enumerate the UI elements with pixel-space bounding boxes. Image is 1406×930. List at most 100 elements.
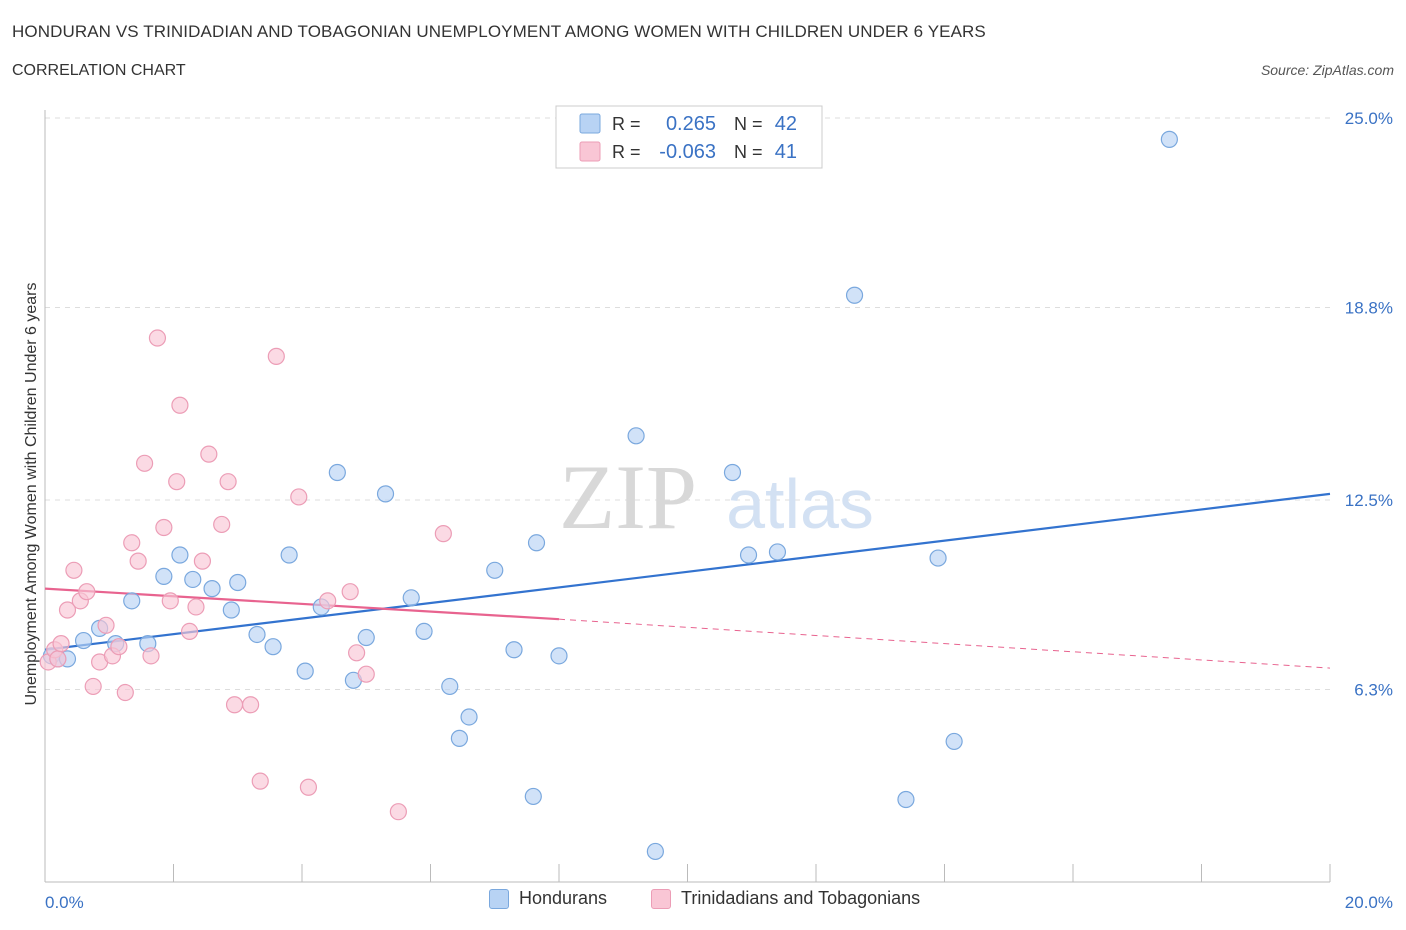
point-trinidadians-14 (123, 534, 141, 552)
point-hondurans-23 (402, 589, 420, 607)
point-trinidadians-30 (242, 696, 260, 714)
point-hondurans-21 (357, 628, 375, 647)
gridlines (45, 117, 1330, 690)
legend-label-trinidadians: Trinidadians and Tobagonians (681, 888, 921, 908)
y-axis-label: Unemployment Among Women with Children U… (23, 282, 40, 705)
legend-r-label-1: R = (612, 114, 641, 134)
point-hondurans-40 (929, 549, 947, 567)
point-trinidadians-31 (251, 772, 269, 790)
point-trinidadians-36 (341, 583, 359, 601)
legend-r-value-2: -0.063 (659, 141, 716, 163)
point-hondurans-11 (203, 580, 221, 598)
hondurans-swatch (489, 888, 509, 909)
point-trinidadians-15 (129, 552, 147, 570)
legend-n-label-2: N = (734, 142, 763, 162)
point-trinidadians-37 (348, 644, 366, 662)
legend-label-hondurans: Hondurans (519, 888, 608, 908)
point-hondurans-17 (296, 662, 314, 680)
chart-title: HONDURAN VS TRINIDADIAN AND TOBAGONIAN U… (12, 22, 986, 41)
point-hondurans-39 (897, 790, 915, 809)
data-points (39, 130, 1178, 861)
point-hondurans-27 (460, 708, 478, 726)
point-trinidadians-5 (65, 561, 83, 579)
point-trinidadians-34 (299, 778, 318, 796)
point-trinidadians-8 (84, 677, 102, 696)
point-trinidadians-16 (135, 454, 154, 472)
point-trinidadians-10 (97, 616, 115, 634)
point-hondurans-3 (74, 631, 93, 650)
point-trinidadians-29 (225, 696, 244, 714)
point-hondurans-24 (415, 622, 433, 641)
trend-line-hondurans (44, 492, 1331, 651)
legend-item-trinidadians[interactable]: Trinidadians and Tobagonians (651, 888, 920, 909)
point-trinidadians-32 (267, 347, 285, 365)
point-trinidadians-18 (148, 329, 167, 347)
point-hondurans-9 (171, 546, 189, 564)
point-hondurans-29 (505, 641, 523, 659)
point-hondurans-25 (441, 677, 459, 696)
point-trinidadians-12 (110, 638, 128, 656)
point-hondurans-14 (248, 625, 266, 644)
point-hondurans-10 (184, 570, 202, 589)
point-hondurans-8 (155, 567, 173, 586)
point-trinidadians-39 (389, 803, 407, 821)
y-tick-label-3: 25.0% (1345, 109, 1393, 128)
legend-n-value-1: 42 (775, 113, 797, 135)
trend-line-trinidadians (44, 587, 560, 621)
source-label: Source: ZipAtlas.com (1260, 62, 1394, 78)
legend-item-hondurans[interactable]: Hondurans (489, 888, 607, 909)
point-hondurans-36 (739, 546, 758, 564)
point-hondurans-26 (450, 729, 469, 747)
correlation-legend: R = 0.265 N = 42 R = -0.063 N = 41 (555, 105, 823, 169)
legend-n-value-2: 41 (775, 141, 797, 163)
point-trinidadians-24 (187, 598, 205, 616)
trinidadians-swatch (651, 888, 671, 909)
point-hondurans-19 (328, 463, 346, 482)
point-trinidadians-17 (142, 647, 160, 665)
point-trinidadians-38 (357, 665, 375, 683)
point-trinidadians-22 (171, 396, 189, 414)
point-trinidadians-21 (168, 473, 186, 491)
trend-line-trinidadians-extension (558, 618, 1331, 669)
point-trinidadians-35 (319, 592, 337, 610)
point-hondurans-38 (845, 286, 864, 304)
point-trinidadians-27 (213, 515, 231, 534)
point-hondurans-32 (550, 647, 568, 665)
y-tick-label-0: 6.3% (1354, 680, 1393, 699)
y-tick-label-2: 18.8% (1345, 298, 1393, 317)
point-trinidadians-4 (58, 601, 77, 619)
point-hondurans-16 (280, 546, 298, 564)
tick-labels: 6.3% 12.5% 18.8% 25.0% 0.0% 20.0% (45, 109, 1393, 912)
point-hondurans-28 (486, 561, 504, 579)
legend-r-label-2: R = (612, 142, 641, 162)
chart-subtitle: CORRELATION CHART (12, 62, 186, 79)
point-hondurans-15 (264, 638, 282, 656)
point-trinidadians-13 (116, 683, 134, 702)
point-hondurans-35 (723, 463, 742, 482)
legend-swatch-trinidadians (579, 141, 601, 162)
point-hondurans-22 (376, 485, 395, 503)
point-hondurans-30 (524, 787, 542, 806)
point-trinidadians-3 (52, 635, 70, 653)
x-tick-label-0: 0.0% (45, 893, 84, 912)
point-hondurans-37 (768, 543, 787, 561)
point-trinidadians-25 (193, 552, 212, 570)
watermark-atlas: atlas (726, 465, 874, 543)
y-tick-label-1: 12.5% (1345, 491, 1393, 510)
watermark: ZIP atlas (559, 446, 874, 548)
point-hondurans-13 (229, 573, 247, 592)
point-hondurans-33 (627, 427, 645, 445)
axes (44, 110, 1331, 883)
legend-swatch-hondurans (579, 113, 601, 134)
point-hondurans-12 (222, 601, 240, 619)
point-trinidadians-7 (78, 583, 96, 601)
x-tick-label-1: 20.0% (1345, 893, 1393, 912)
point-trinidadians-23 (180, 622, 199, 641)
point-trinidadians-40 (434, 525, 452, 543)
point-trinidadians-33 (290, 488, 308, 506)
point-trinidadians-26 (200, 445, 218, 463)
point-trinidadians-20 (161, 592, 179, 610)
watermark-zip: ZIP (559, 446, 697, 548)
point-hondurans-41 (945, 732, 963, 751)
legend-n-label-1: N = (734, 114, 763, 134)
